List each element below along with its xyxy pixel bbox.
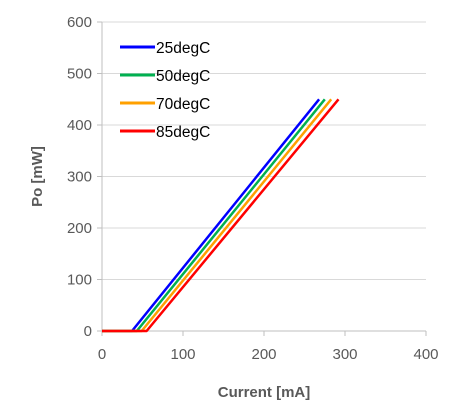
gridlines [102,21,426,280]
series-line-85degC [102,98,340,333]
y-tick-label: 200 [67,220,92,237]
y-tick-label: 100 [67,272,92,289]
x-tick-label: 300 [332,346,357,363]
series-line-25degC [102,98,321,333]
y-tick-labels: 0 100 200 300 400 500 600 [67,14,102,340]
legend: 25degC 50degC 70degC 85degC [120,40,210,141]
x-tick-label: 200 [251,346,276,363]
y-tick-label: 500 [67,66,92,83]
y-tick-label: 0 [84,323,92,340]
y-tick-label: 400 [67,117,92,134]
y-axis-title: Po [mW] [29,146,46,207]
x-tick-label: 100 [170,346,195,363]
series-lines [102,98,340,333]
x-axis-title: Current [mA] [218,384,311,401]
y-tick-label: 600 [67,14,92,31]
legend-label: 25degC [156,40,210,57]
y-tick-label: 300 [67,169,92,186]
legend-label: 70degC [156,96,210,113]
legend-label: 85degC [156,124,210,141]
x-tick-label: 0 [98,346,106,363]
legend-label: 50degC [156,68,210,85]
x-tick-labels: 0 100 200 300 400 [98,331,439,363]
x-tick-label: 400 [413,346,438,363]
